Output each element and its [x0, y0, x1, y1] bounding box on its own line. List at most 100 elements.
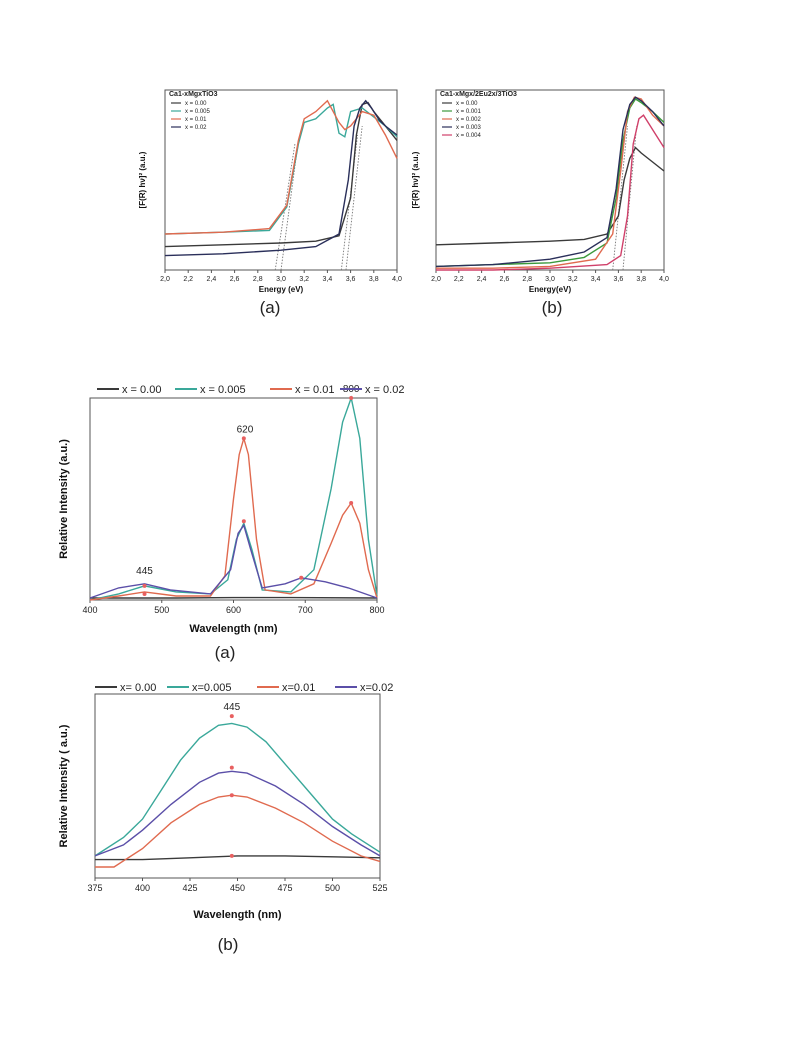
x-tick-label: 525	[372, 883, 387, 893]
x-tick-label: 2,4	[207, 276, 217, 283]
peak-marker	[229, 793, 234, 798]
peak-marker	[349, 501, 354, 506]
x-axis-title: Wavelength (nm)	[193, 909, 282, 921]
x-tick-label: 3,6	[346, 276, 356, 283]
peak-marker	[142, 583, 147, 588]
legend-label: x = 0.003	[456, 125, 482, 131]
tangent-line	[612, 125, 628, 271]
y-axis-title: [F(R) hν]² (a.u.)	[138, 151, 147, 208]
series-line	[95, 855, 381, 861]
x-tick-label: 3,6	[614, 276, 624, 283]
series-line	[164, 99, 398, 257]
legend-label: x = 0.01	[185, 117, 207, 123]
caption-uv-b: (b)	[541, 298, 563, 317]
x-tick-label: 2,6	[230, 276, 240, 283]
x-tick-label: 2,0	[431, 276, 441, 283]
x-tick-label: 375	[87, 883, 102, 893]
x-tick-label: 475	[277, 883, 292, 893]
x-tick-label: 3,8	[369, 276, 379, 283]
x-axis-title: Energy (eV)	[259, 285, 304, 294]
y-axis-title: Relative Intensity ( a.u.)	[58, 724, 70, 847]
x-tick-label: 2,2	[454, 276, 464, 283]
peak-marker	[229, 765, 234, 770]
series-line	[94, 770, 381, 857]
x-tick-label: 500	[325, 883, 340, 893]
y-axis-title: Relative Intensity (a.u.)	[58, 439, 70, 559]
x-tick-label: 3,4	[323, 276, 333, 283]
x-tick-label: 3,0	[276, 276, 286, 283]
series-line	[435, 98, 665, 268]
uv-plot-b-svg: 2,0 2,2 2,4 2,6 2,8 3,0 3,2 3,4 3,6 3,8 4,0 Energy(…	[411, 89, 669, 294]
x-tick-label: 2,8	[522, 276, 532, 283]
y-axis-title: [F(R) hν]² (a.u.)	[411, 151, 420, 208]
x-tick-label: 3,4	[591, 276, 601, 283]
legend-label: x = 0.02	[185, 125, 207, 131]
series-line	[164, 103, 398, 235]
legend-label: x = 0.00	[122, 384, 161, 396]
x-tick-label: 400	[82, 605, 97, 615]
peak-marker	[299, 575, 304, 580]
peak-marker	[229, 853, 234, 858]
peak-label: 620	[237, 424, 254, 435]
x-tick-label: 3,2	[299, 276, 309, 283]
plot-frame	[94, 693, 381, 879]
legend-label: x = 0.005	[200, 384, 246, 396]
series-line	[89, 523, 378, 599]
x-tick-label: 450	[230, 883, 245, 893]
caption-pl-b: (b)	[217, 935, 239, 954]
x-tick-label: 2,6	[500, 276, 510, 283]
x-tick-label: 3,2	[568, 276, 578, 283]
series-line	[89, 435, 378, 601]
legend-label: x=0.005	[192, 682, 231, 694]
x-tick-label: 4,0	[659, 276, 669, 283]
caption-uv-a: (a)	[259, 298, 281, 317]
series-line	[435, 146, 665, 246]
x-axis-title: Energy(eV)	[529, 285, 572, 294]
legend-label: x = 0.00	[456, 101, 478, 107]
legend-label: x=0.01	[282, 682, 315, 694]
series-line	[435, 96, 665, 268]
legend-label: x = 0.01	[295, 384, 334, 396]
x-tick-label: 2,4	[477, 276, 487, 283]
peak-marker	[241, 519, 246, 524]
peak-label: 445	[223, 702, 240, 713]
legend-label: x = 0.002	[456, 117, 482, 123]
uv-plot-a-svg: 2,0 2,2 2,4 2,6 2,8 3,0 3,2 3,4 3,6 3,8 4,0 Energy …	[138, 89, 402, 294]
x-tick-label: 2,8	[253, 276, 263, 283]
x-tick-label: 425	[182, 883, 197, 893]
legend-label: x = 0.001	[456, 109, 482, 115]
x-tick-label: 600	[226, 605, 241, 615]
pl-plot-b: 375 400 425 450 475 500 525 Wavelength (nm) Rela…	[45, 678, 395, 938]
caption-pl-a: (a)	[214, 643, 236, 662]
tangent-line	[345, 125, 363, 271]
x-tick-label: 2,0	[160, 276, 170, 283]
legend-label: x = 0.02	[365, 384, 404, 396]
legend-label: x = 0.00	[185, 101, 207, 107]
x-tick-label: 700	[298, 605, 313, 615]
legend-label: x = 0.005	[185, 109, 211, 115]
peak-marker	[349, 396, 354, 400]
x-tick-label: 2,2	[183, 276, 193, 283]
legend-label: x= 0.00	[120, 682, 156, 694]
pl-plot-a-svg: 400 500 600 700 800 Wavelength (nm) Relative I…	[58, 384, 404, 635]
peak-marker	[229, 714, 234, 719]
pl-plot-b-svg: 375 400 425 450 475 500 525 Wavelength (nm) Rela…	[58, 682, 393, 921]
x-tick-label: 800	[369, 605, 384, 615]
series-line	[436, 114, 665, 271]
x-tick-label: 3,0	[545, 276, 555, 283]
x-tick-label: 3,8	[636, 276, 646, 283]
x-axis-title: Wavelength (nm)	[189, 623, 278, 635]
series-line	[164, 99, 398, 235]
peak-marker	[241, 436, 246, 441]
uv-plot-b: 2,0 2,2 2,4 2,6 2,8 3,0 3,2 3,4 3,6 3,8 4,0 Energy(…	[388, 80, 688, 300]
legend-title: Ca1-xMgx/2Eu2x/3TiO3	[440, 91, 517, 98]
series-line	[94, 722, 381, 857]
x-tick-label: 4,0	[392, 276, 402, 283]
legend-title: Ca1-xMgxTiO3	[169, 91, 218, 98]
peak-marker	[142, 591, 147, 596]
pl-plot-a: 400 500 600 700 800 Wavelength (nm) Relative I…	[45, 380, 404, 640]
x-tick-label: 500	[154, 605, 169, 615]
legend-label: x=0.02	[360, 682, 393, 694]
x-tick-label: 400	[135, 883, 150, 893]
peak-label: 445	[136, 566, 153, 577]
